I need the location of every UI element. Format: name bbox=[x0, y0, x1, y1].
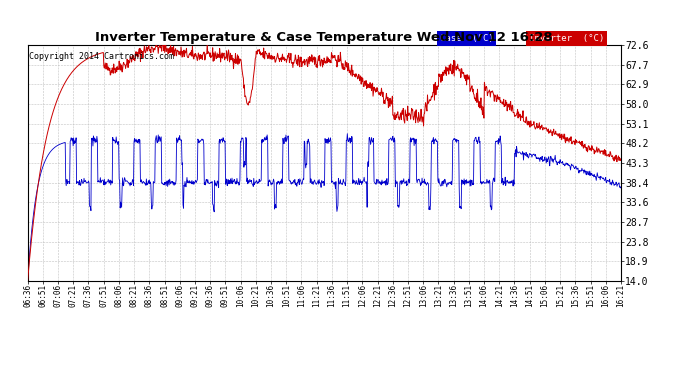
Text: Inverter  (°C): Inverter (°C) bbox=[529, 34, 604, 43]
Text: Case  (°C): Case (°C) bbox=[440, 34, 494, 43]
Title: Inverter Temperature & Case Temperature Wed Nov 12 16:28: Inverter Temperature & Case Temperature … bbox=[95, 31, 553, 44]
Text: Copyright 2014 Cartronics.com: Copyright 2014 Cartronics.com bbox=[29, 52, 174, 61]
